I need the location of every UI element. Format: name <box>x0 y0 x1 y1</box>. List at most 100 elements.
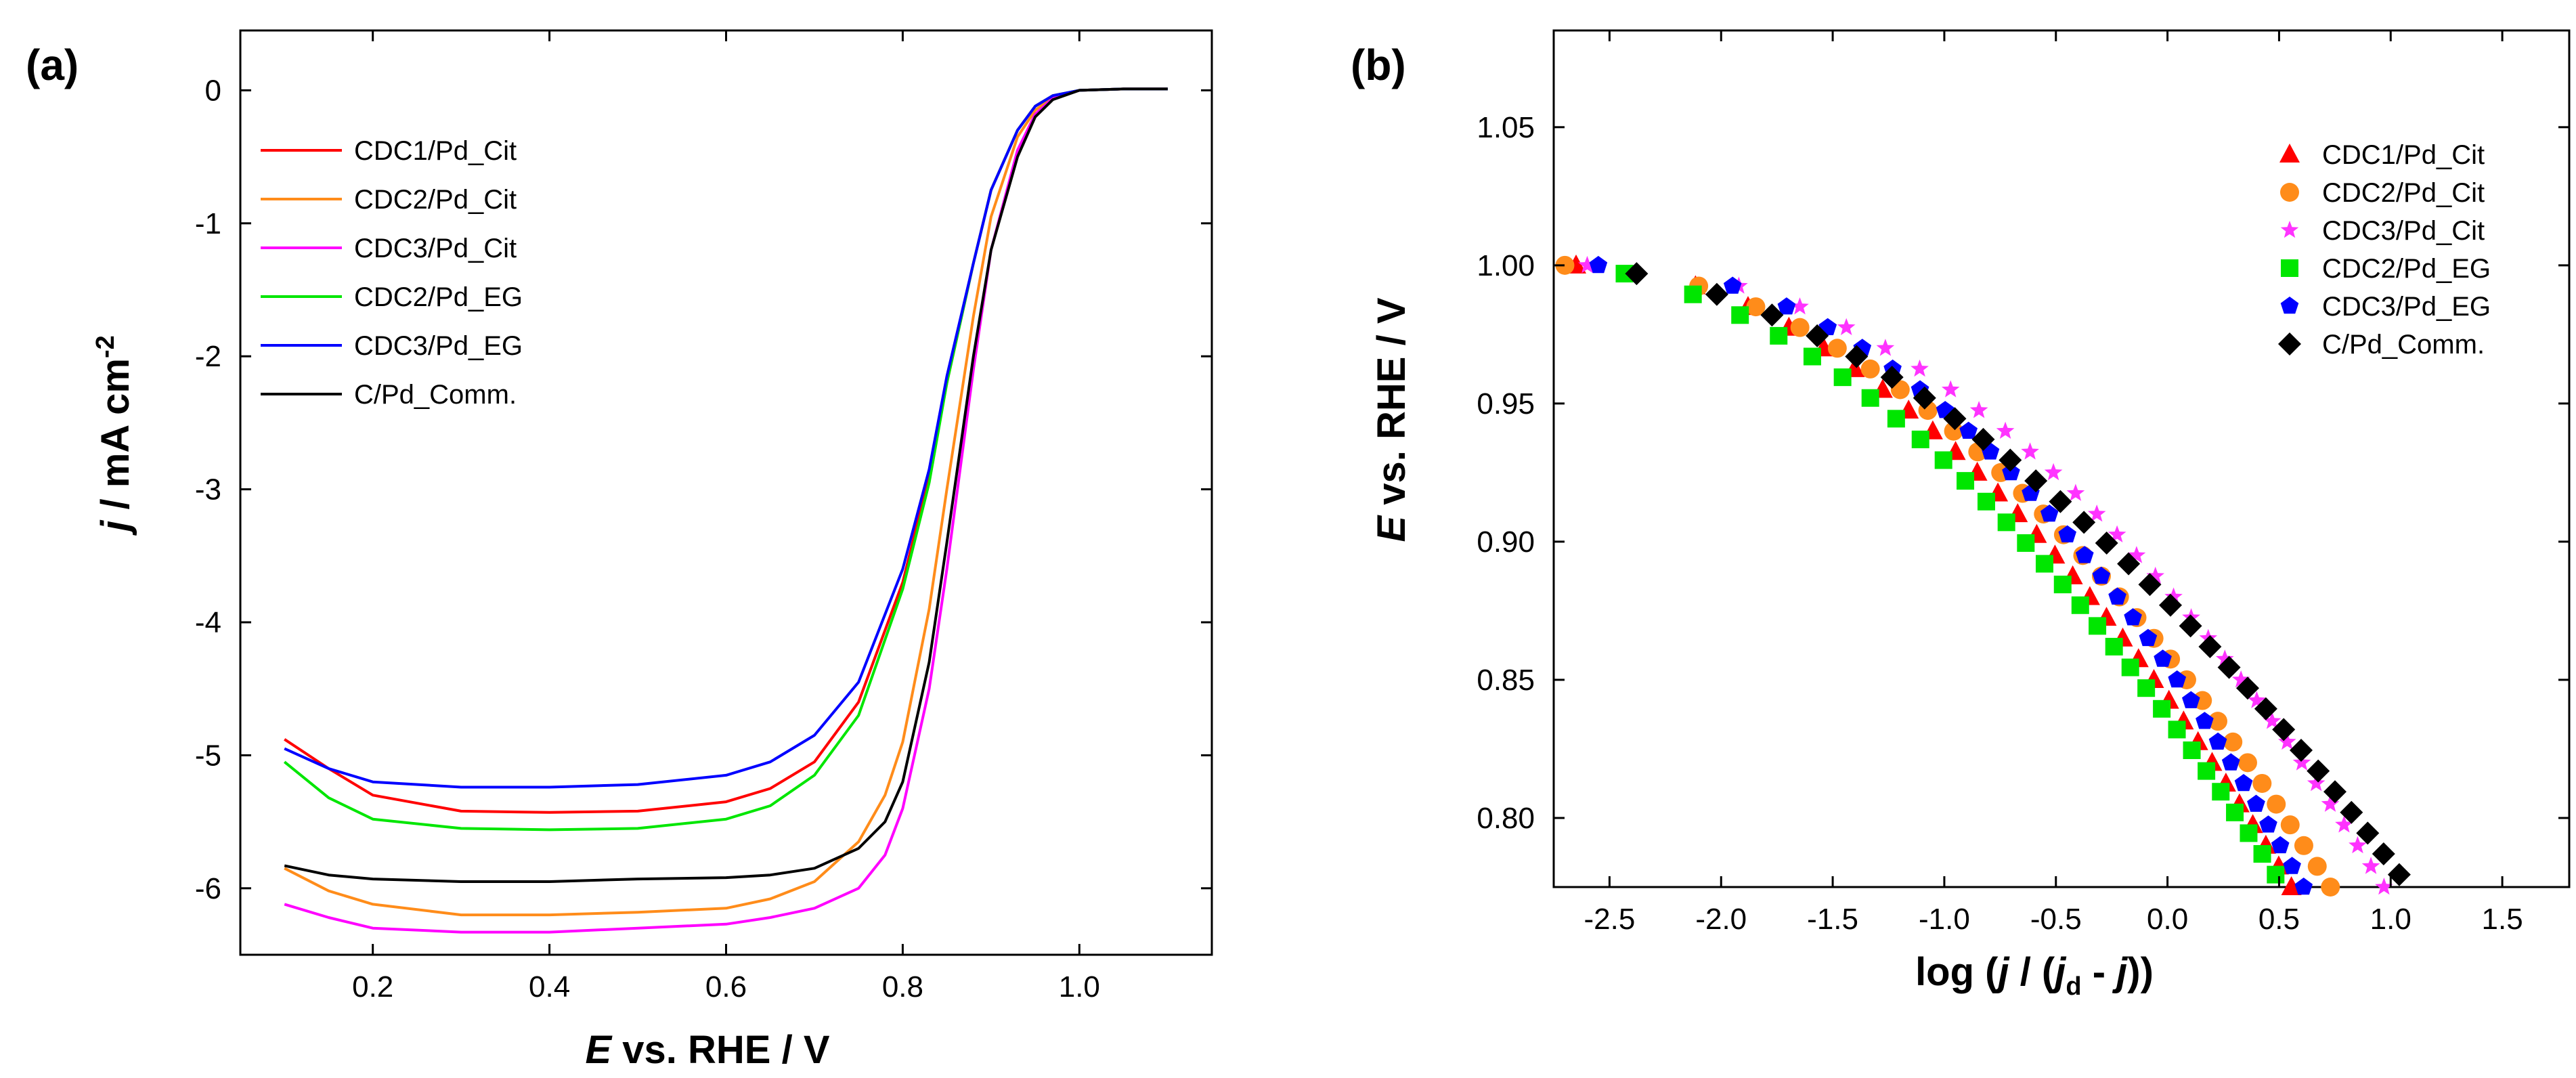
panel-b-data-point <box>2159 593 2182 617</box>
panel-b-data-point <box>2139 628 2158 647</box>
panel-b-data-point <box>2154 649 2172 667</box>
panel-b-data-point <box>2278 732 2296 750</box>
panel-b-data-point <box>1971 427 1995 451</box>
panel-a-frame <box>239 29 1213 956</box>
panel-b-legend-label: C/Pd_Comm. <box>2322 330 2485 360</box>
panel-b-y-tick-label: 1.05 <box>1477 111 1535 144</box>
panel-b-data-point <box>1911 359 1929 377</box>
panel-b-data-point <box>2089 617 2107 635</box>
panel-b-data-point <box>1997 513 2015 532</box>
panel-b-data-point <box>1770 326 1788 345</box>
panel-b-data-point <box>2236 676 2259 700</box>
panel-b-legend-label: CDC2/Pd_EG <box>2322 254 2491 284</box>
panel-b-data-point <box>2087 504 2106 522</box>
panel-b-data-point <box>2017 534 2035 552</box>
panel-a-series-lines <box>283 87 1168 934</box>
panel-b-x-tick-label: -2.0 <box>1695 903 1747 936</box>
panel-a-y-tick-label: -4 <box>195 606 221 639</box>
panel-a-x-tick-label: 1.0 <box>1059 970 1100 1004</box>
panel-b-y-tick-label: 0.95 <box>1477 387 1535 421</box>
panel-b-data-point <box>2375 878 2393 895</box>
panel-b-data-point <box>2349 836 2367 854</box>
panel-b-data-point <box>2071 596 2089 614</box>
panel-b-data-point <box>2124 608 2142 626</box>
panel-b-data-point <box>2292 753 2311 771</box>
panel-b-data-point <box>2259 815 2277 833</box>
panel-b-x-tick-label: -1.0 <box>1919 903 1970 936</box>
panel-b-data-point <box>2198 762 2216 780</box>
panel-b-data-point <box>2272 718 2296 741</box>
panel-b-data-point <box>2044 462 2063 481</box>
panel-b-data-point <box>1861 389 1879 407</box>
panel-b-data-point <box>2280 815 2300 835</box>
panel-a-series-line <box>284 87 1168 917</box>
panel-b-data-point <box>2307 857 2327 876</box>
panel-b-legend-marker <box>2281 259 2298 277</box>
panel-b-data-point <box>2307 759 2330 783</box>
panel-a-x-tick-label: 0.2 <box>352 970 393 1004</box>
panel-b-data-point <box>2271 836 2290 854</box>
panel-b-data-point <box>2121 658 2139 676</box>
panel-b-x-axis-title: log (j / (jd - j)) <box>1915 950 2154 1001</box>
panel-b-data-point <box>1996 421 2015 439</box>
panel-b-data-point <box>2217 655 2241 679</box>
panel-b-data-point <box>1837 318 1856 335</box>
panel-b-data-point <box>2254 697 2277 720</box>
panel-b-data-point <box>2290 739 2313 762</box>
panel-b-data-point <box>2105 637 2123 655</box>
panel-b-legend: CDC1/Pd_Cit CDC2/Pd_Cit CDC3/Pd_Cit CDC2/Pd… <box>2278 140 2491 360</box>
panel-a-y-tick-label: -6 <box>195 872 221 905</box>
panel-b-data-point <box>2307 774 2326 792</box>
panel-b-data-point <box>2263 712 2282 729</box>
panel-b-data-point <box>2281 876 2302 895</box>
panel-b-data-point <box>2247 794 2265 812</box>
panel-b-data-point <box>2361 857 2380 874</box>
panel-b-x-tick-label: -2.5 <box>1584 903 1636 936</box>
panel-a-y-axis-title: j / mA cm-2 <box>91 335 137 536</box>
panel-b-data-point <box>1827 339 1847 358</box>
panel-b-data-point <box>1999 448 2022 472</box>
panel-b-data-point <box>2075 546 2094 563</box>
panel-b-data-point <box>2164 587 2183 605</box>
panel-b-data-point <box>1876 339 1895 356</box>
panel-b-y-ticks: 0.80 0.85 0.90 0.95 1.00 1.05 <box>1477 111 2569 835</box>
panel-b-legend-marker <box>2278 332 2301 355</box>
panel-b-data-point <box>2049 490 2072 513</box>
panel-b-data-point <box>1934 451 1952 469</box>
panel-a-y-ticks: 0 -1 -2 -3 -4 -5 -6 <box>195 74 1212 905</box>
panel-b-legend-label: CDC1/Pd_Cit <box>2322 140 2485 170</box>
panel-a-legend-label: C/Pd_Comm. <box>354 380 517 410</box>
panel-a-series-line <box>284 87 1168 934</box>
panel-b-data-point <box>2248 691 2266 708</box>
panel-a-y-tick-label: 0 <box>205 74 221 107</box>
panel-b-y-tick-label: 0.85 <box>1477 664 1535 697</box>
panel-b-data-point <box>2183 741 2201 760</box>
panel-b-legend-marker <box>2280 297 2299 314</box>
panel-b-y-tick-label: 0.80 <box>1477 802 1535 835</box>
panel-b-data-point <box>1833 368 1852 387</box>
panel-a-x-axis-title: E vs. RHE / V <box>585 1028 829 1072</box>
panel-b-data-point <box>2335 815 2353 833</box>
panel-b-data-point <box>2216 649 2234 667</box>
panel-b-legend-marker <box>2280 221 2299 238</box>
panel-b-x-tick-label: 1.5 <box>2482 903 2523 936</box>
panel-a-y-tick-label: -3 <box>195 473 221 506</box>
panel-b-data-point <box>2208 732 2227 750</box>
panel-a-legend-label: CDC2/Pd_Cit <box>354 185 517 215</box>
panel-b-x-tick-label: -0.5 <box>2030 903 2082 936</box>
panel-b-data-point <box>2138 573 2162 597</box>
panel-a-y-tick-label: -5 <box>195 739 221 772</box>
panel-b-data-point <box>1777 297 1796 315</box>
panel-b-data-point <box>1887 410 1905 428</box>
panel-b-data-point <box>2092 566 2111 584</box>
panel-a-series-line <box>284 87 1168 883</box>
panel-b-x-tick-label: 0.0 <box>2147 903 2188 936</box>
panel-b-data-point <box>2108 525 2126 542</box>
panel-b-data-point <box>1911 430 1929 448</box>
panel-b-data-point <box>2066 483 2085 501</box>
panel-b-data-point <box>2387 863 2411 886</box>
panel-b-data-point <box>2153 699 2171 718</box>
panel-b-x-tick-label: 1.0 <box>2370 903 2411 936</box>
panel-b-data-point <box>2252 773 2272 793</box>
